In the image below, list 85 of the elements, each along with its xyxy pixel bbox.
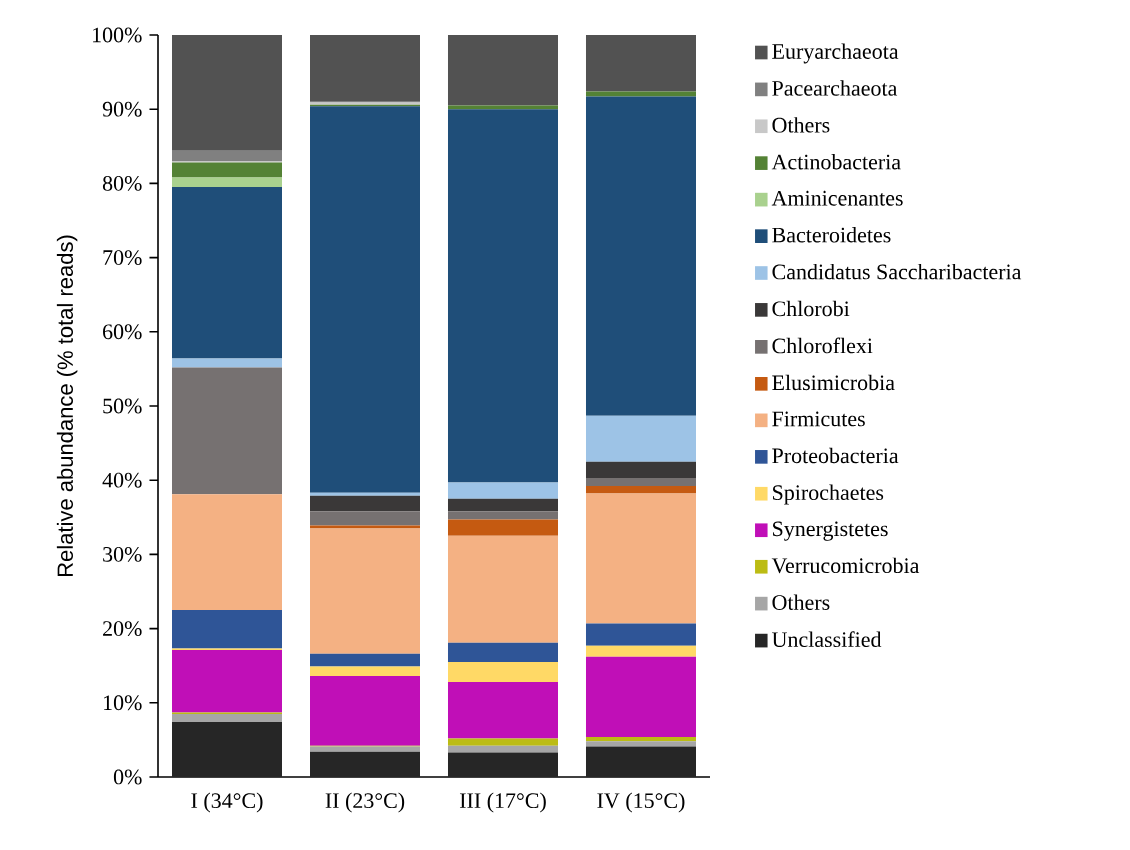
bar [172,162,282,178]
bar [447,752,558,777]
bar [310,511,420,526]
bar [172,150,282,162]
bar [447,745,558,753]
bar [447,105,558,110]
y-tick-label: 90% [102,101,142,117]
bar [310,106,420,493]
bar [585,746,696,777]
bar [310,492,420,496]
y-tick-label: 60% [103,324,142,340]
bar [310,528,420,654]
bar [585,493,696,624]
y-tick-label: 40% [102,472,142,488]
bar [172,713,282,723]
bar [310,666,420,677]
bar [585,415,696,462]
legend-label: Aminicenantes [771,190,903,206]
x-tick-label: I (34°C) [191,792,263,813]
bar [172,34,282,151]
bar [585,96,696,416]
y-tick-label: 0% [113,769,142,785]
legend-label: Elusimicrobia [772,374,895,391]
bar [447,498,558,512]
legend-label: Euryarchaeota [772,43,899,64]
bar [172,358,282,368]
bar [447,642,558,662]
x-tick-label: IV (15°C) [597,792,685,813]
bar [310,746,420,752]
y-tick-label: 100% [93,27,142,43]
legend-label: Chloroflexi [772,337,873,354]
bar [310,653,420,667]
bar [172,650,282,713]
y-tick-label: 80% [102,175,142,191]
legend-label: Others [772,117,830,133]
bar [310,676,420,746]
legend-label: Proteobacteria [772,447,899,464]
bar [585,736,696,742]
legend-label: Actinobacteria [771,154,901,170]
bar [172,367,282,495]
bar [585,91,696,97]
legend-label: Synergistetes [773,521,888,541]
x-tick-label: III (17°C) [459,792,546,813]
bar [172,722,282,777]
legend-label: Spirochaetes [773,484,884,505]
bar [585,461,696,478]
bar [447,682,558,739]
bar [447,34,558,106]
bar [585,486,696,494]
y-tick-label: 10% [104,695,142,711]
bar [172,610,282,649]
bar [585,645,696,657]
legend-label: Pacearchaeota [772,80,898,96]
bar [172,494,282,611]
legend-label: Verrucomicrobia [771,557,920,574]
y-axis-title: Relative abundance (% total reads) [56,235,78,576]
bar [447,109,558,483]
y-tick-label: 70% [103,250,142,266]
legend-label: Chlorobi [772,300,850,317]
bar [172,177,282,188]
bar [310,751,420,777]
y-tick-label: 50% [103,398,142,414]
y-tick-label: 30% [103,546,142,562]
legend-label: Candidatus Saccharibacteria [772,263,1022,280]
bar [310,525,420,529]
legend-label: Firmicutes [772,411,865,427]
bar [585,34,696,92]
bar [585,477,696,487]
bar [310,34,420,102]
bar [310,495,420,512]
legend-label: Bacteroidetes [772,227,891,243]
bar [585,656,696,737]
legend-label: Others [772,594,830,610]
y-tick-label: 20% [103,621,142,637]
bar [585,623,696,646]
bar [447,738,558,746]
bar [172,187,282,359]
bar [447,511,558,520]
x-tick-label: II (23°C) [325,792,405,813]
bar [447,661,558,683]
bar [447,519,558,536]
legend-label: Unclassified [772,631,882,648]
bar [447,535,558,643]
bar [447,482,558,499]
bar [585,741,696,747]
